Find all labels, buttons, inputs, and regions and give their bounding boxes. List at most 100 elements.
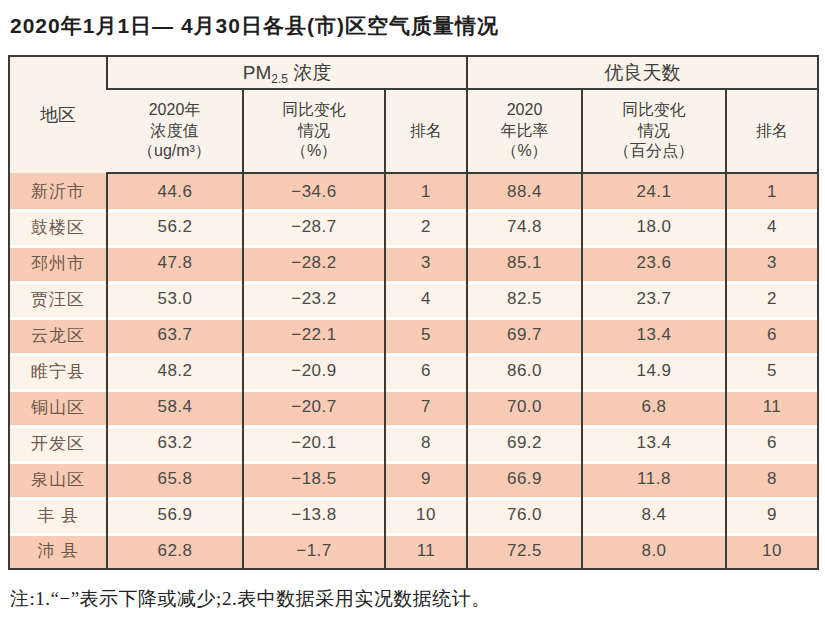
pm-change-cell: −22.1 — [243, 317, 385, 353]
header-group-good-days: 优良天数 — [467, 56, 818, 89]
pm-change-cell: −28.7 — [243, 209, 385, 245]
region-cell: 邳州市 — [9, 245, 107, 281]
ratio-cell: 66.9 — [467, 461, 582, 497]
header-group-row: 地区 PM2.5 浓度 优良天数 — [9, 56, 818, 89]
pm-rank-cell: 10 — [385, 497, 467, 533]
header-pm-change: 同比变化 情况 （%） — [243, 89, 385, 173]
ratio-change-cell: 8.4 — [582, 497, 726, 533]
ratio-rank-cell: 6 — [726, 317, 818, 353]
header-line: 2020年 — [107, 100, 242, 121]
pm-value-cell: 63.7 — [107, 317, 243, 353]
table-row: 新沂市 44.6 −34.6 1 88.4 24.1 1 — [9, 173, 818, 209]
pm-change-cell: −1.7 — [243, 533, 385, 569]
header-line: 年比率 — [468, 121, 581, 142]
header-sub-row: 2020年 浓度值 （ug/m³） 同比变化 情况 （%） 排名 2020 年比… — [9, 89, 818, 173]
header-line: 2020 — [468, 100, 581, 121]
table-row: 鼓楼区 56.2 −28.7 2 74.8 18.0 4 — [9, 209, 818, 245]
table-row: 沛 县 62.8 −1.7 11 72.5 8.0 10 — [9, 533, 818, 569]
ratio-rank-cell: 3 — [726, 245, 818, 281]
pm-rank-cell: 5 — [385, 317, 467, 353]
ratio-cell: 69.7 — [467, 317, 582, 353]
ratio-rank-cell: 6 — [726, 425, 818, 461]
header-line: （百分点） — [583, 141, 725, 162]
table-row: 丰 县 56.9 −13.8 10 76.0 8.4 9 — [9, 497, 818, 533]
pm-rank-cell: 3 — [385, 245, 467, 281]
table-row: 铜山区 58.4 −20.7 7 70.0 6.8 11 — [9, 389, 818, 425]
ratio-rank-cell: 4 — [726, 209, 818, 245]
air-quality-table: 地区 PM2.5 浓度 优良天数 2020年 浓度值 （ug/m³） 同比变化 … — [8, 55, 819, 570]
pm25-label: PM — [243, 62, 272, 83]
pm-rank-cell: 2 — [385, 209, 467, 245]
ratio-change-cell: 23.6 — [582, 245, 726, 281]
region-cell: 贾汪区 — [9, 281, 107, 317]
ratio-cell: 86.0 — [467, 353, 582, 389]
pm-value-cell: 63.2 — [107, 425, 243, 461]
page-title: 2020年1月1日— 4月30日各县(市)区空气质量情况 — [8, 8, 817, 55]
pm-rank-cell: 8 — [385, 425, 467, 461]
header-ratio-change: 同比变化 情况 （百分点） — [582, 89, 726, 173]
pm-rank-cell: 6 — [385, 353, 467, 389]
region-cell: 新沂市 — [9, 173, 107, 209]
ratio-change-cell: 13.4 — [582, 425, 726, 461]
ratio-cell: 70.0 — [467, 389, 582, 425]
pm-change-cell: −23.2 — [243, 281, 385, 317]
ratio-rank-cell: 1 — [726, 173, 818, 209]
ratio-cell: 74.8 — [467, 209, 582, 245]
pm-value-cell: 53.0 — [107, 281, 243, 317]
table-body: 新沂市 44.6 −34.6 1 88.4 24.1 1 鼓楼区 56.2 −2… — [9, 173, 818, 569]
ratio-rank-cell: 5 — [726, 353, 818, 389]
table-row: 泉山区 65.8 −18.5 9 66.9 11.8 8 — [9, 461, 818, 497]
pm-rank-cell: 9 — [385, 461, 467, 497]
table-header: 地区 PM2.5 浓度 优良天数 2020年 浓度值 （ug/m³） 同比变化 … — [9, 56, 818, 173]
ratio-change-cell: 8.0 — [582, 533, 726, 569]
header-pm-value: 2020年 浓度值 （ug/m³） — [107, 89, 243, 173]
pm-value-cell: 47.8 — [107, 245, 243, 281]
header-pm-rank: 排名 — [385, 89, 467, 173]
pm25-label-rest: 浓度 — [288, 62, 331, 83]
header-line: 浓度值 — [107, 121, 242, 142]
region-cell: 丰 县 — [9, 497, 107, 533]
ratio-change-cell: 11.8 — [582, 461, 726, 497]
pm-change-cell: −13.8 — [243, 497, 385, 533]
header-line: （%） — [244, 141, 384, 162]
table-row: 贾汪区 53.0 −23.2 4 82.5 23.7 2 — [9, 281, 818, 317]
header-line: （%） — [468, 141, 581, 162]
ratio-change-cell: 6.8 — [582, 389, 726, 425]
region-cell: 铜山区 — [9, 389, 107, 425]
header-line: 同比变化 — [244, 100, 384, 121]
header-group-pm25: PM2.5 浓度 — [107, 56, 467, 89]
pm-value-cell: 65.8 — [107, 461, 243, 497]
pm-rank-cell: 4 — [385, 281, 467, 317]
ratio-cell: 88.4 — [467, 173, 582, 209]
pm-value-cell: 56.2 — [107, 209, 243, 245]
header-line: 同比变化 — [583, 100, 725, 121]
ratio-cell: 69.2 — [467, 425, 582, 461]
header-ratio-rank: 排名 — [726, 89, 818, 173]
pm-rank-cell: 7 — [385, 389, 467, 425]
ratio-rank-cell: 8 — [726, 461, 818, 497]
pm-change-cell: −28.2 — [243, 245, 385, 281]
table-row: 邳州市 47.8 −28.2 3 85.1 23.6 3 — [9, 245, 818, 281]
pm-change-cell: −18.5 — [243, 461, 385, 497]
page: 2020年1月1日— 4月30日各县(市)区空气质量情况 地区 PM2.5 浓度… — [0, 0, 825, 620]
footnote: 注:1.“−”表示下降或减少;2.表中数据采用实况数据统计。 — [8, 586, 817, 612]
region-cell: 开发区 — [9, 425, 107, 461]
ratio-rank-cell: 2 — [726, 281, 818, 317]
ratio-cell: 72.5 — [467, 533, 582, 569]
pm-value-cell: 62.8 — [107, 533, 243, 569]
header-line: 情况 — [583, 121, 725, 142]
ratio-cell: 82.5 — [467, 281, 582, 317]
region-cell: 睢宁县 — [9, 353, 107, 389]
region-cell: 鼓楼区 — [9, 209, 107, 245]
ratio-change-cell: 14.9 — [582, 353, 726, 389]
ratio-change-cell: 23.7 — [582, 281, 726, 317]
ratio-rank-cell: 9 — [726, 497, 818, 533]
table-row: 睢宁县 48.2 −20.9 6 86.0 14.9 5 — [9, 353, 818, 389]
ratio-cell: 76.0 — [467, 497, 582, 533]
table-row: 云龙区 63.7 −22.1 5 69.7 13.4 6 — [9, 317, 818, 353]
header-ratio: 2020 年比率 （%） — [467, 89, 582, 173]
region-cell: 沛 县 — [9, 533, 107, 569]
ratio-rank-cell: 10 — [726, 533, 818, 569]
ratio-change-cell: 13.4 — [582, 317, 726, 353]
ratio-change-cell: 24.1 — [582, 173, 726, 209]
